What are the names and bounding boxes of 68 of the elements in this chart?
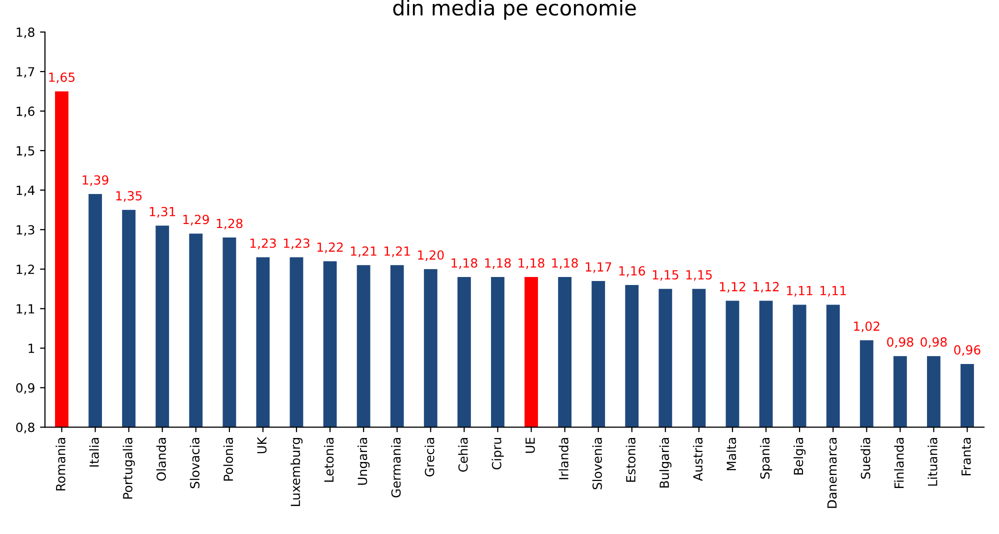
data-label: 1,22	[317, 242, 343, 254]
y-tick-label: 1,4	[16, 186, 35, 196]
x-tick-label: UE	[526, 438, 535, 453]
x-tick-label: Estonia	[626, 438, 636, 482]
data-label: 1,65	[49, 72, 75, 84]
data-label: 1,16	[619, 266, 645, 277]
data-label: 1,20	[418, 250, 444, 262]
x-tick-label: Slovacia	[190, 438, 200, 488]
x-tick-label: Spania	[760, 438, 772, 479]
data-label: 1,18	[452, 258, 478, 269]
x-tick-label: Franta	[962, 438, 971, 476]
data-label: 1,39	[82, 175, 108, 186]
x-tick-label: Olanda	[156, 438, 166, 481]
x-tick-label: Suedia	[860, 438, 870, 479]
y-tick-label: 1,6	[16, 106, 34, 118]
y-tick-label: 1,1	[16, 304, 34, 315]
x-tick-label: Lituania	[928, 438, 938, 486]
x-tick-label: Polonia	[223, 438, 234, 481]
x-tick-label: Germania	[391, 438, 401, 498]
data-label: 1,23	[250, 238, 276, 250]
data-label: 1,11	[787, 286, 812, 297]
data-label: 1,29	[183, 214, 209, 226]
y-tick-label: 0,8	[16, 422, 34, 434]
x-tick-label: Ungaria	[358, 438, 370, 485]
y-tick-label: 1	[28, 344, 34, 353]
data-label: 1,02	[854, 321, 880, 332]
data-label: 1,28	[216, 218, 242, 230]
data-label: 1,12	[753, 282, 779, 293]
data-label: 1,21	[384, 246, 410, 258]
x-tick-label: Austria	[692, 438, 703, 481]
y-tick-label: 1,5	[16, 146, 34, 157]
y-tick-label: 1,7	[16, 67, 34, 78]
y-tick-label: 1,3	[16, 225, 34, 236]
x-tick-label: Bulgaria	[659, 438, 672, 488]
data-label: 1,31	[150, 206, 176, 218]
y-tick-label: 1,2	[16, 264, 34, 276]
x-tick-label: Cehia	[458, 438, 468, 472]
x-tick-label: Luxemburg	[290, 438, 303, 506]
data-label: 0,98	[887, 337, 914, 348]
x-tick-label: UK	[257, 436, 267, 454]
x-tick-label: Cipru	[492, 438, 504, 470]
data-label: 1,12	[720, 282, 746, 293]
data-label: 1,21	[351, 246, 376, 258]
y-tick-label: 0,9	[16, 383, 34, 394]
data-label: 1,18	[518, 258, 544, 269]
chart-title: din media pe economie	[393, 0, 636, 20]
x-tick-label: Finlanda	[894, 438, 904, 488]
data-label: 1,23	[284, 238, 310, 250]
x-tick-label: Romania	[56, 438, 66, 490]
x-tick-label: Italia	[89, 438, 99, 467]
data-label: 1,15	[652, 270, 678, 281]
x-tick-label: Malta	[726, 438, 736, 470]
x-tick-label: Slovenia	[592, 438, 602, 490]
x-tick-label: Danemarca	[827, 438, 837, 508]
data-label: 1,17	[586, 262, 612, 273]
y-tick-label: 1,8	[16, 28, 34, 38]
data-label: 1,11	[820, 286, 846, 297]
data-label: 1,18	[485, 258, 511, 269]
x-tick-label: Grecia	[424, 438, 434, 476]
x-tick-label: Irlanda	[558, 438, 568, 480]
x-tick-label: Portugalia	[122, 438, 135, 499]
x-tick-label: Letonia	[324, 438, 334, 482]
x-tick-label: Belgia	[794, 438, 806, 475]
data-label: 1,18	[552, 258, 578, 269]
data-label: 1,35	[116, 191, 142, 202]
data-label: 0,98	[920, 337, 947, 348]
data-label: 1,15	[686, 270, 712, 281]
data-label: 0,96	[954, 345, 980, 356]
